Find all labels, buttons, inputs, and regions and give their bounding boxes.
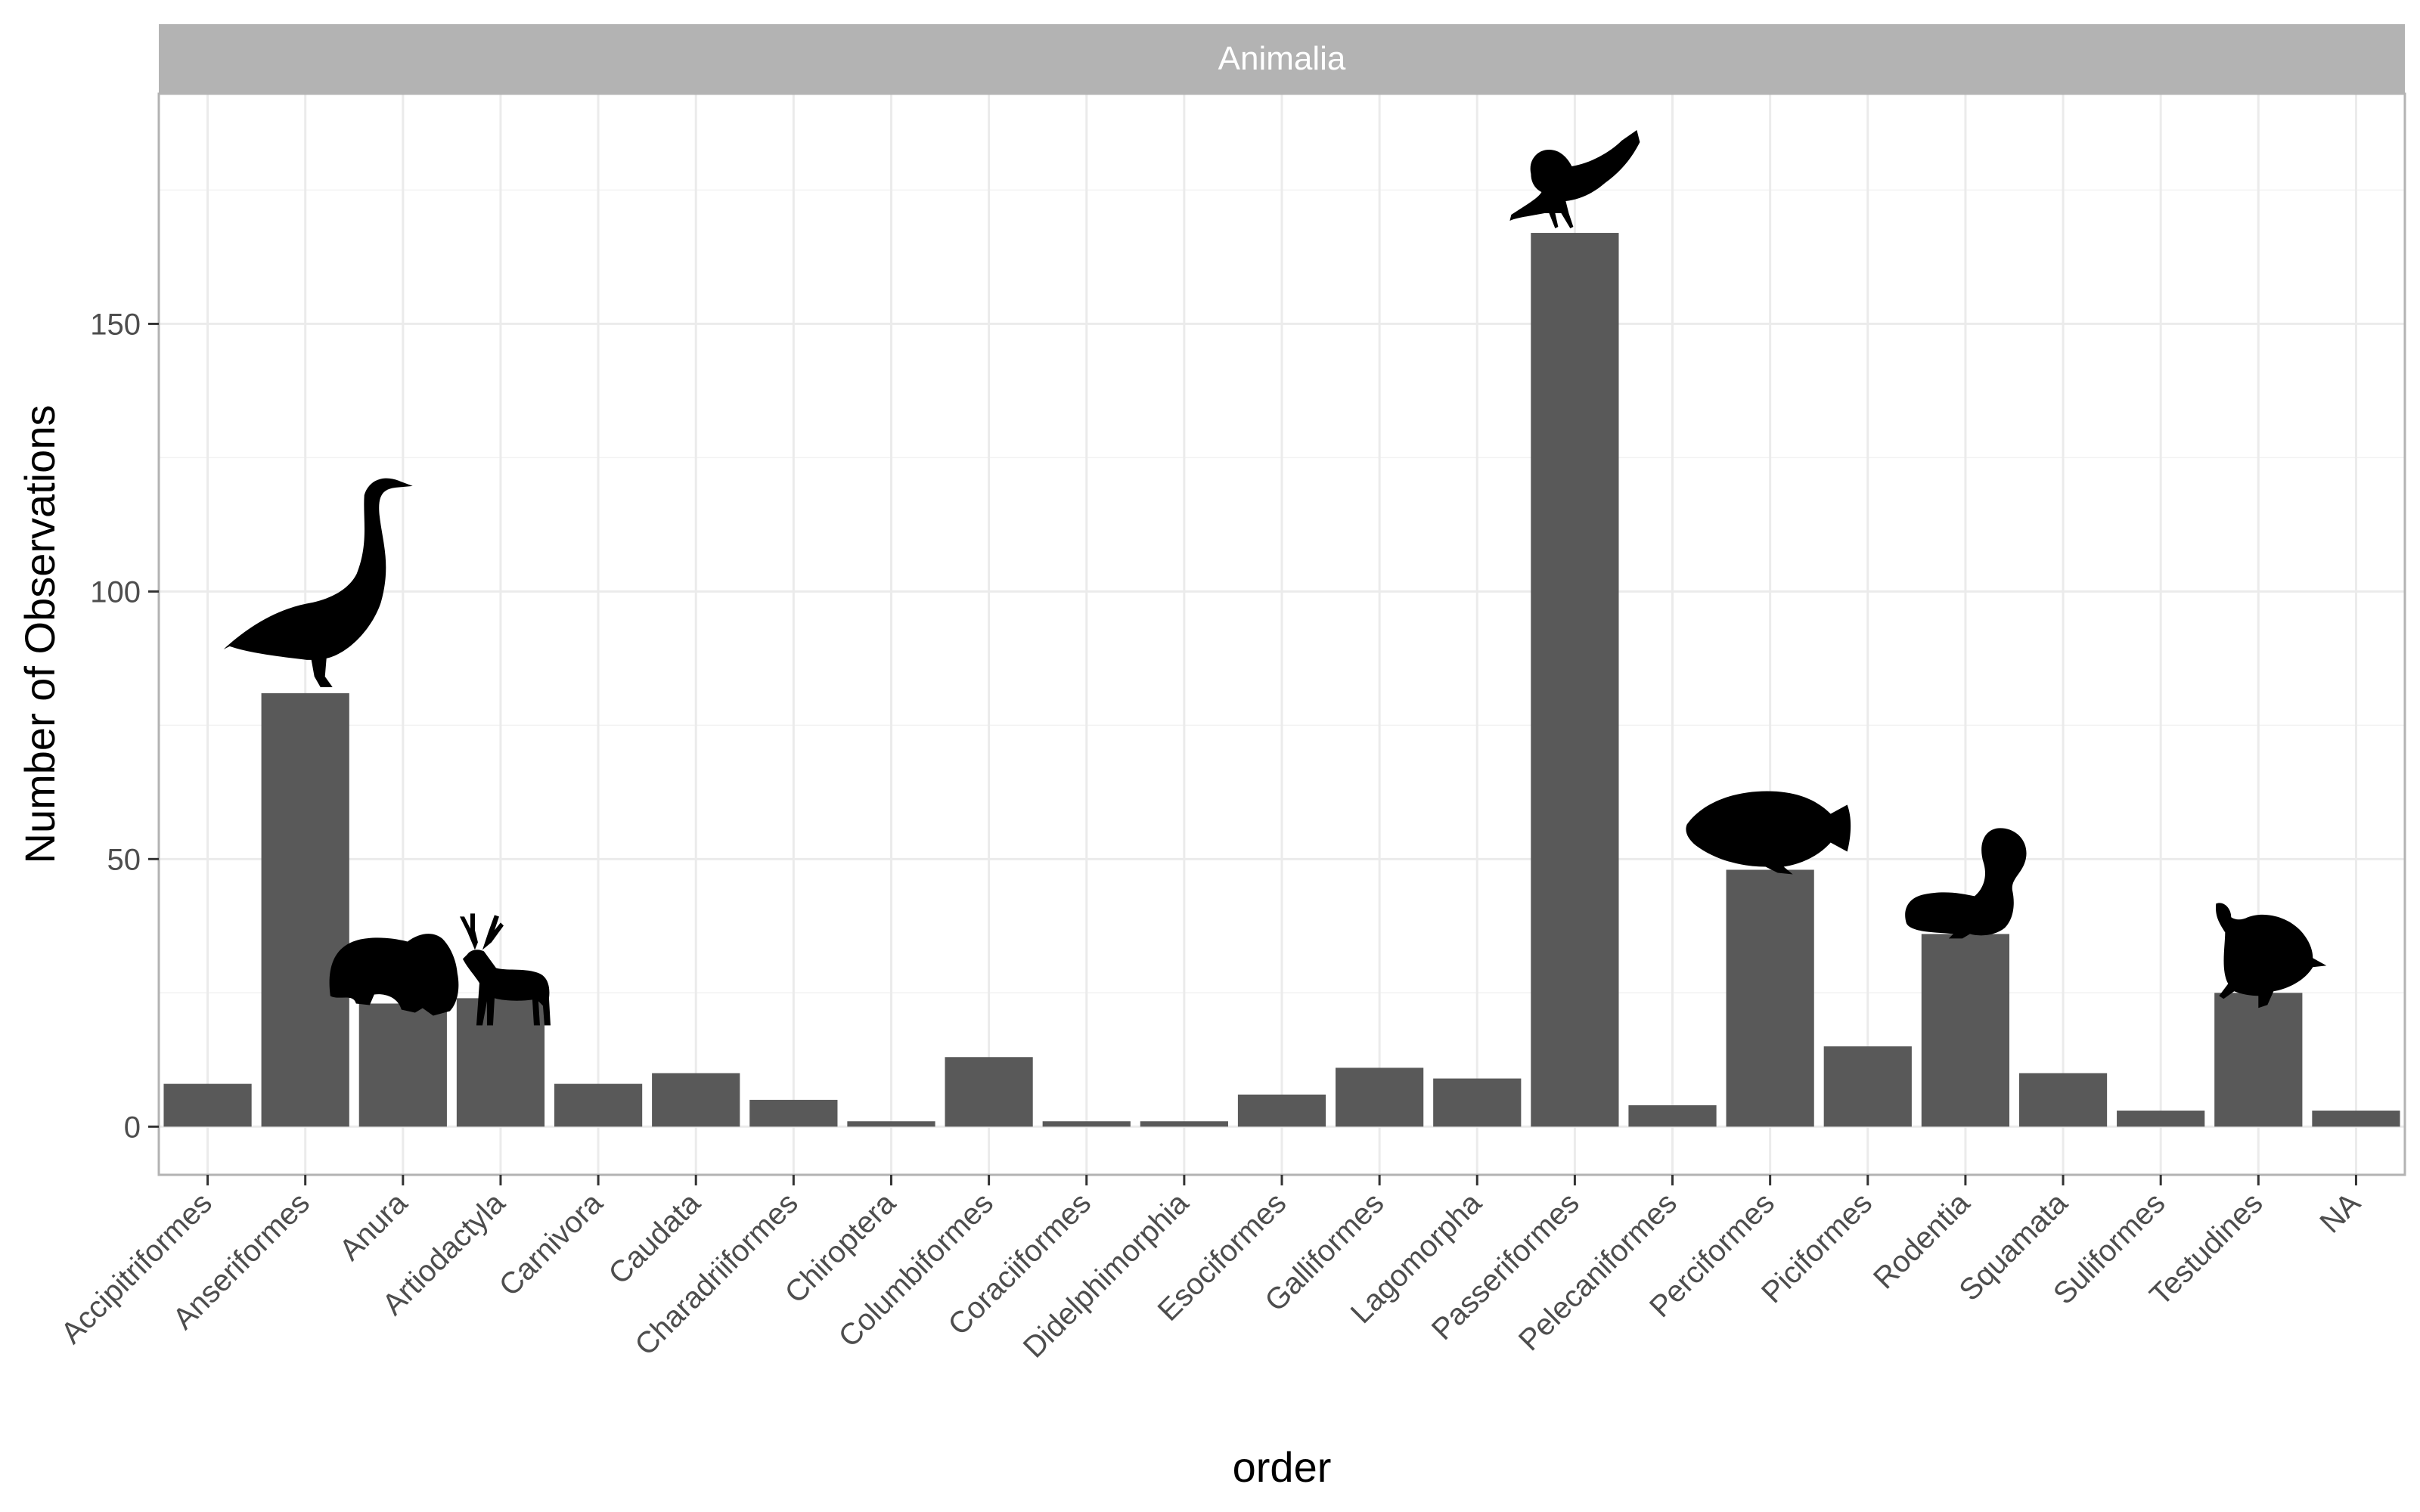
y-tick-label: 0 <box>124 1111 141 1144</box>
squirrel-icon <box>1905 828 2027 939</box>
bar-chiroptera <box>847 1121 935 1127</box>
y-tick-label: 100 <box>90 575 141 609</box>
x-tick-label: Carnivora <box>493 1186 610 1303</box>
bar-suliformes <box>2117 1111 2205 1127</box>
bar-accipitriformes <box>163 1083 252 1127</box>
goose-icon <box>223 478 413 687</box>
songbird-icon <box>1509 130 1640 229</box>
bar-carnivora <box>554 1083 643 1127</box>
bar-piciformes <box>1823 1046 1912 1127</box>
bar-columbiformes <box>945 1057 1033 1127</box>
bar-perciformes <box>1726 869 1814 1127</box>
y-axis-title: Number of Observations <box>16 405 64 864</box>
facet-strip <box>159 24 2405 94</box>
bar-testudines <box>2214 993 2303 1127</box>
x-tick-label: NA <box>2313 1186 2367 1240</box>
bar-galliformes <box>1336 1067 1424 1127</box>
bar-squamata <box>2018 1073 2108 1127</box>
x-tick-label: Didelphimorphia <box>1017 1186 1196 1365</box>
bar-na <box>2312 1111 2400 1127</box>
bar-caudata <box>652 1073 740 1127</box>
x-tick-label: Anura <box>334 1186 414 1267</box>
bar-passeriformes <box>1531 233 1619 1127</box>
frog-icon <box>329 934 459 1016</box>
y-axis: 0 50 100 150 <box>90 308 159 1144</box>
x-tick-label: Charadriiformes <box>628 1186 804 1362</box>
bar-esociformes <box>1237 1094 1326 1127</box>
bar-charadriiformes <box>749 1099 838 1127</box>
x-axis-title: order <box>1233 1443 1332 1491</box>
turtle-icon <box>2215 903 2327 1009</box>
silhouettes <box>223 130 2327 1026</box>
y-tick-label: 150 <box>90 308 141 341</box>
bar-anura <box>358 1003 447 1127</box>
y-tick-label: 50 <box>107 843 141 876</box>
bar-lagomorpha <box>1433 1078 1522 1127</box>
bar-didelphimorphia <box>1140 1121 1228 1127</box>
bar-anseriformes <box>261 692 349 1127</box>
bar-artiodactyla <box>456 998 545 1127</box>
bar-coraciiformes <box>1042 1121 1131 1127</box>
bar-rodentia <box>1921 934 2010 1127</box>
deer-icon <box>459 913 551 1026</box>
bar-pelecaniformes <box>1628 1105 1717 1127</box>
bars <box>163 233 2400 1127</box>
facet-strip-label: Animalia <box>1218 40 1346 77</box>
fish-icon <box>1686 791 1851 875</box>
